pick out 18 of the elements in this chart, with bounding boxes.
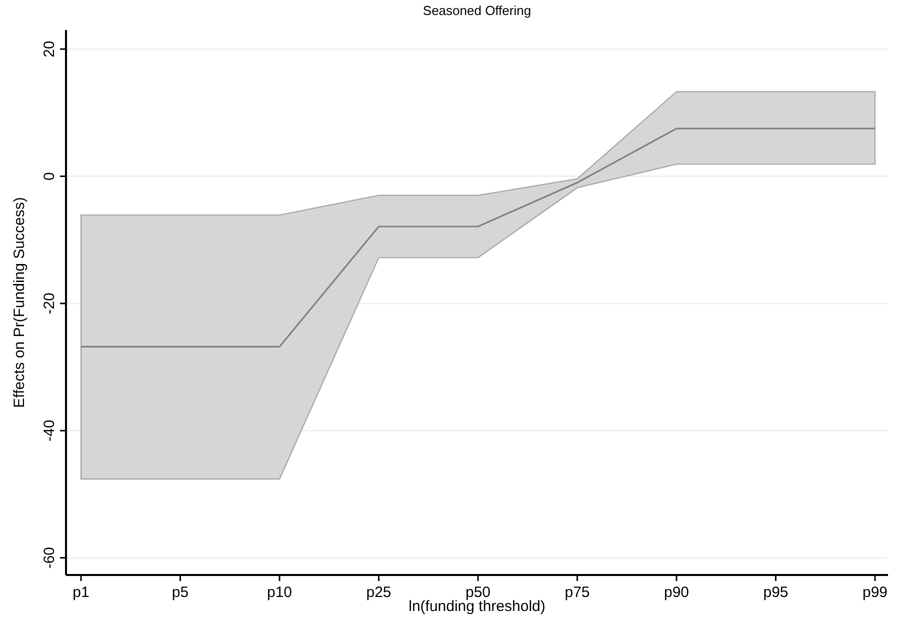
x-tick-label: p90 (664, 584, 690, 601)
y-tick-label: -60 (41, 546, 58, 569)
x-tick-label: p75 (564, 584, 590, 601)
x-tick-label: p95 (763, 584, 788, 601)
y-tick-label: 0 (41, 172, 58, 180)
y-tick-label: 20 (41, 40, 58, 58)
y-tick-label: -20 (41, 292, 58, 314)
x-tick-label: p25 (366, 584, 392, 601)
x-axis-title: ln(funding threshold) (408, 598, 546, 615)
x-tick-label: p99 (862, 584, 888, 601)
x-tick-label: p5 (172, 584, 189, 601)
chart-title: Seasoned Offering (422, 3, 532, 18)
x-tick-label: p1 (72, 584, 90, 601)
y-axis-title: Effects on Pr(Funding Success) (11, 197, 28, 408)
x-tick-label: p50 (465, 584, 491, 601)
y-tick-label: -40 (41, 420, 58, 442)
x-tick-label: p10 (266, 584, 292, 601)
line-series (80, 128, 876, 348)
